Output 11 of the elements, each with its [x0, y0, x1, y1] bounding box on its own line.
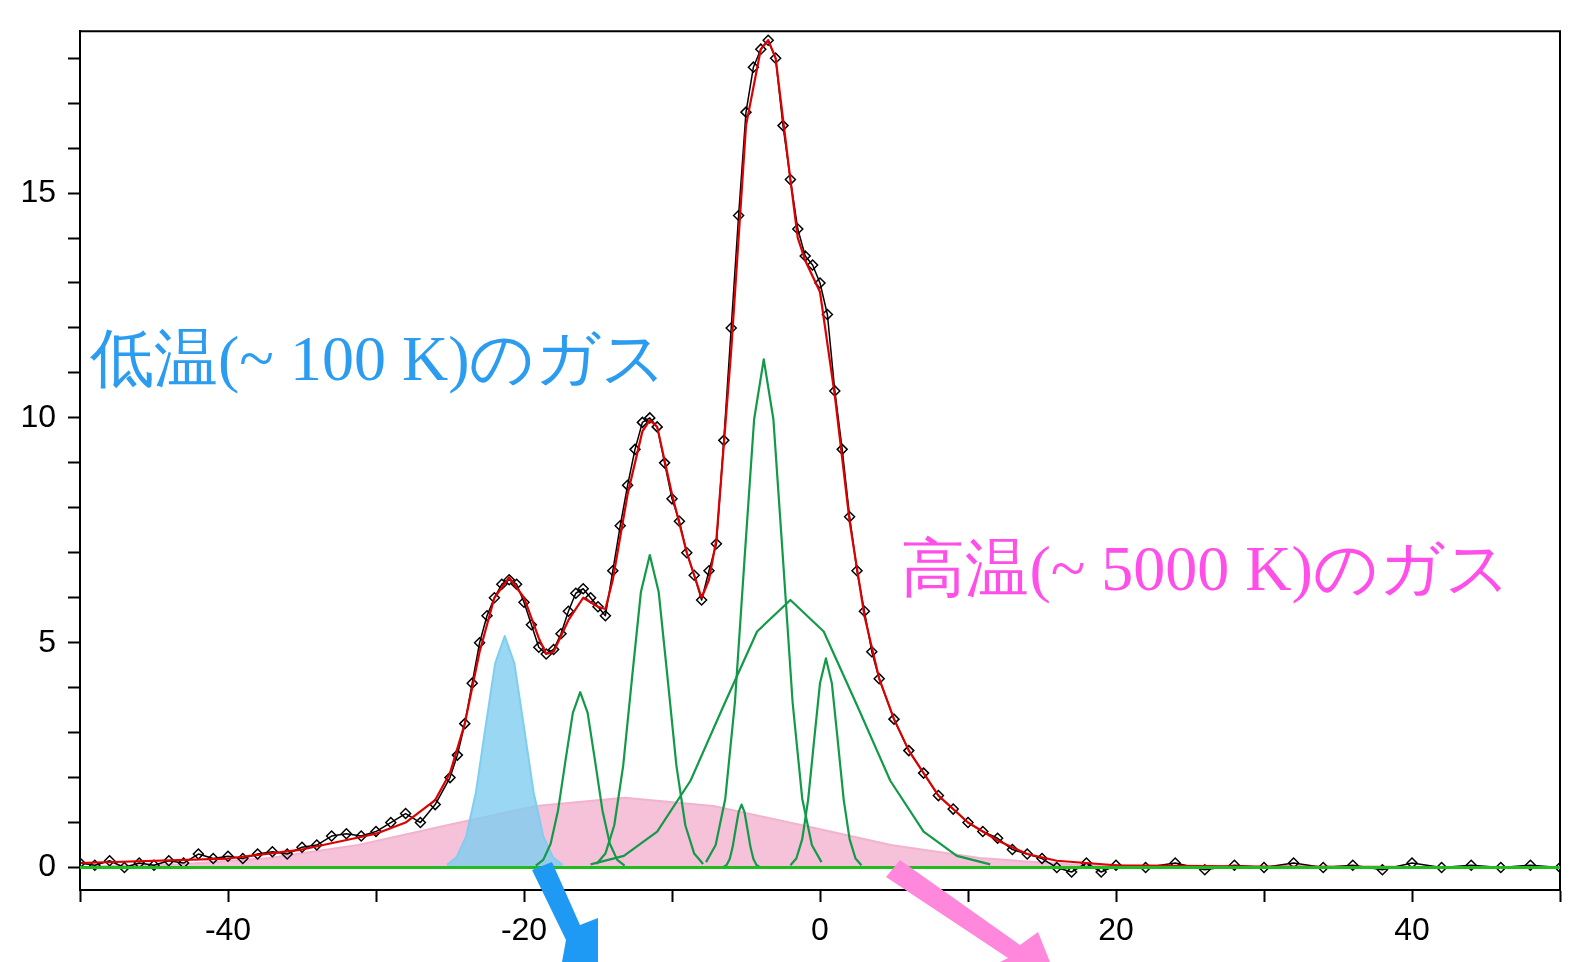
x-tick-label: -40	[204, 911, 252, 948]
annotation: 高温(~ 5000 K)のガス	[901, 533, 1511, 604]
y-tick-label: 0	[38, 847, 56, 884]
x-tick-label: 40	[1394, 911, 1430, 948]
x-tick-label: 20	[1098, 911, 1134, 948]
y-tick-label: 15	[20, 172, 56, 209]
y-tick-label: 10	[20, 397, 56, 434]
y-tick-label: 5	[38, 622, 56, 659]
x-tick-label: -20	[500, 911, 548, 948]
annotation: 低温(~ 100 K)のガス	[90, 323, 668, 394]
x-tick-label: 0	[811, 911, 829, 948]
